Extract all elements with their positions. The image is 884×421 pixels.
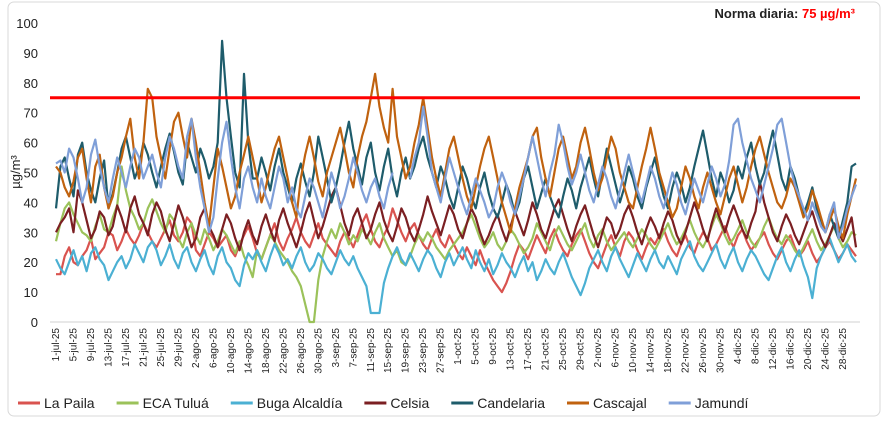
series-line	[55, 72, 858, 240]
x-tick-label: 20-dic-25	[803, 328, 814, 370]
x-tick-label: 5-jul-25	[68, 328, 79, 362]
y-tick-label: 50	[24, 166, 38, 181]
x-tick-label: 26-ago-25	[296, 328, 307, 374]
y-tick-label: 30	[24, 225, 38, 240]
series-line	[55, 180, 858, 252]
x-tick-label: 18-nov-25	[663, 328, 674, 373]
legend-label: ECA Tuluá	[143, 395, 209, 411]
x-tick-label: 8-dic-25	[750, 328, 761, 365]
x-tick-label: 30-nov-25	[715, 328, 726, 373]
y-tick-label: 40	[24, 195, 38, 210]
x-tick-label: 30-ago-25	[313, 328, 324, 374]
x-tick-label: 11-sep-25	[366, 328, 377, 373]
x-tick-label: 5-oct-25	[471, 328, 482, 365]
x-tick-label: 4-dic-25	[733, 328, 744, 365]
series-line	[54, 39, 857, 240]
x-tick-label: 12-dic-25	[768, 328, 779, 370]
y-tick-label: 60	[24, 136, 38, 151]
y-tick-label: 10	[24, 285, 38, 300]
x-tick-label: 29-oct-25	[576, 328, 587, 371]
x-tick-label: 13-oct-25	[506, 328, 517, 371]
x-tick-label: 7-sep-25	[348, 328, 359, 368]
legend-label: Cascajal	[593, 395, 647, 411]
x-tick-label: 23-sep-25	[418, 328, 429, 373]
legend-label: La Paila	[44, 395, 95, 411]
x-tick-label: 3-sep-25	[331, 328, 342, 368]
x-tick-label: 14-ago-25	[243, 328, 254, 374]
x-tick-label: 2-nov-25	[593, 328, 604, 368]
x-tick-label: 2-ago-25	[191, 328, 202, 368]
x-tick-label: 22-nov-25	[681, 328, 692, 373]
x-tick-label: 9-jul-25	[86, 328, 97, 362]
x-tick-label: 25-oct-25	[558, 328, 569, 371]
y-tick-label: 80	[24, 76, 38, 91]
x-tick-label: 13-jul-25	[103, 328, 114, 367]
x-tick-label: 1-oct-25	[453, 328, 464, 365]
x-tick-label: 22-ago-25	[278, 328, 289, 374]
x-tick-label: 28-dic-25	[838, 328, 849, 370]
x-tick-label: 15-sep-25	[383, 328, 394, 373]
legend-label: Candelaria	[477, 395, 545, 411]
x-tick-label: 10-nov-25	[628, 328, 639, 373]
x-tick-label: 24-dic-25	[820, 328, 831, 370]
series-line	[55, 237, 857, 315]
x-tick-label: 25-jul-25	[156, 328, 167, 367]
x-tick-label: 17-oct-25	[523, 328, 534, 371]
annotation-value: 75 µg/m³	[802, 6, 856, 21]
x-tick-label: 18-ago-25	[261, 328, 272, 374]
y-tick-label: 70	[24, 106, 38, 121]
legend-label: Buga Alcaldía	[257, 395, 343, 411]
x-tick-label: 6-nov-25	[611, 328, 622, 368]
x-tick-label: 10-ago-25	[226, 328, 237, 374]
annotation-label: Norma diaria:	[715, 6, 799, 21]
legend-label: Celsia	[390, 395, 429, 411]
legend-label: Jamundí	[695, 395, 749, 411]
x-tick-label: 19-sep-25	[401, 328, 412, 373]
x-tick-label: 27-sep-25	[436, 328, 447, 373]
x-tick-label: 14-nov-25	[646, 328, 657, 373]
annotation: Norma diaria: 75 µg/m³	[715, 6, 856, 21]
chart-frame	[7, 1, 881, 417]
x-tick-label: 21-jul-25	[138, 328, 149, 367]
x-tick-label: 17-jul-25	[121, 328, 132, 367]
x-tick-label: 29-jul-25	[173, 328, 184, 367]
x-tick-label: 21-oct-25	[541, 328, 552, 371]
x-tick-label: 1-jul-25	[51, 328, 62, 362]
series-line	[55, 105, 858, 240]
y-tick-label: 20	[24, 255, 38, 270]
y-tick-label: 100	[16, 16, 38, 31]
x-tick-label: 26-nov-25	[698, 328, 709, 373]
x-tick-label: 16-dic-25	[785, 328, 796, 370]
y-tick-label: 90	[24, 46, 38, 61]
x-tick-label: 6-ago-25	[208, 328, 219, 368]
y-axis-label: µg/m³	[8, 155, 23, 189]
x-tick-label: 9-oct-25	[488, 328, 499, 365]
y-tick-label: 0	[31, 315, 38, 330]
